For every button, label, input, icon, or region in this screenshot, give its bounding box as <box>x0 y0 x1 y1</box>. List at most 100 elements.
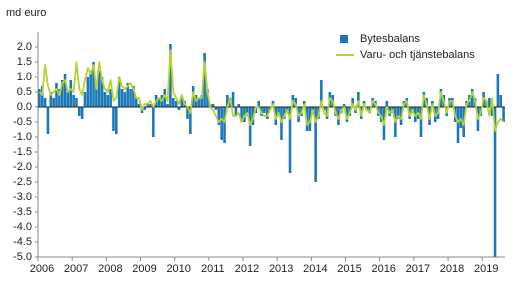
legend-swatch <box>340 35 348 43</box>
bar <box>499 95 503 107</box>
y-tick-label: -4.5 <box>13 236 32 248</box>
bar <box>459 107 463 128</box>
bar <box>186 107 189 119</box>
bar <box>419 107 423 137</box>
bar <box>95 83 98 107</box>
bar <box>502 107 505 122</box>
bar <box>345 107 349 122</box>
bar <box>40 86 44 107</box>
bar <box>470 89 474 107</box>
bar <box>152 107 155 137</box>
bar <box>240 107 243 122</box>
bar <box>226 95 229 107</box>
bar <box>263 107 266 113</box>
bar <box>120 89 124 107</box>
bar <box>43 98 47 107</box>
bar <box>80 107 84 119</box>
bar <box>115 107 118 134</box>
bar <box>197 98 201 107</box>
y-tick-label: 0.0 <box>17 101 32 113</box>
bar <box>78 107 81 116</box>
bar <box>189 107 192 134</box>
legend-label: Bytesbalans <box>360 33 420 45</box>
bar <box>214 107 218 110</box>
bar <box>89 71 92 107</box>
bar <box>66 92 70 107</box>
bar <box>134 98 138 107</box>
bar <box>490 107 494 116</box>
bar <box>234 107 238 116</box>
bar <box>342 104 346 107</box>
bar <box>288 107 292 173</box>
bar <box>109 89 112 107</box>
bar <box>58 89 61 107</box>
x-tick-label: 2009 <box>132 263 156 275</box>
y-tick-label: -3.0 <box>13 191 32 203</box>
x-tick-label: 2013 <box>269 263 293 275</box>
bar <box>166 104 169 107</box>
bar <box>146 104 149 107</box>
y-tick-label: -3.5 <box>13 206 32 218</box>
bar <box>322 107 326 110</box>
bar <box>83 92 87 107</box>
bar <box>493 107 497 257</box>
bar <box>357 92 360 107</box>
bar <box>320 80 323 107</box>
bar <box>106 95 110 107</box>
x-tick-label: 2017 <box>406 263 430 275</box>
bar <box>180 98 184 107</box>
y-tick-label: -5.0 <box>13 251 32 263</box>
bar <box>248 107 252 146</box>
bar <box>220 107 223 140</box>
x-tick-label: 2008 <box>98 263 122 275</box>
y-tick-label: 2.0 <box>17 41 32 53</box>
line <box>38 49 505 132</box>
bar <box>123 92 127 107</box>
bar <box>157 98 161 107</box>
bar <box>103 92 107 107</box>
y-tick-label: -1.5 <box>13 146 32 158</box>
bar <box>129 89 132 107</box>
bar <box>137 104 141 107</box>
bar <box>280 107 283 140</box>
bar <box>75 98 78 107</box>
x-tick-label: 2018 <box>440 263 464 275</box>
bar <box>52 98 55 107</box>
x-tick-label: 2012 <box>235 263 259 275</box>
bar <box>203 53 206 107</box>
bar <box>69 80 73 107</box>
bar <box>257 101 260 107</box>
x-tick-label: 2010 <box>166 263 190 275</box>
bar <box>171 98 175 107</box>
bar <box>246 107 249 116</box>
bar <box>149 104 152 107</box>
bar <box>351 98 354 107</box>
bar <box>385 101 389 107</box>
bar <box>200 95 204 107</box>
bar <box>38 89 41 107</box>
bar <box>60 80 64 107</box>
bar <box>314 107 317 182</box>
bar <box>206 89 209 107</box>
bar <box>86 77 90 107</box>
bar <box>283 107 286 119</box>
bar <box>456 107 460 143</box>
x-tick-label: 2014 <box>303 263 327 275</box>
bar <box>132 86 135 107</box>
bar <box>243 107 246 122</box>
bar <box>163 89 166 107</box>
bar <box>174 101 178 107</box>
bar <box>49 92 53 107</box>
bar <box>496 74 500 107</box>
bar <box>237 104 241 107</box>
x-tick-label: 2011 <box>201 263 225 275</box>
y-axis-label: md euro <box>6 7 46 19</box>
bar <box>294 98 297 107</box>
bar <box>55 83 58 107</box>
bar <box>46 107 50 134</box>
bar <box>63 74 67 107</box>
x-tick-label: 2006 <box>30 263 54 275</box>
bar <box>231 92 235 107</box>
y-tick-label: -2.5 <box>13 176 32 188</box>
y-tick-label: -0.5 <box>13 116 32 128</box>
